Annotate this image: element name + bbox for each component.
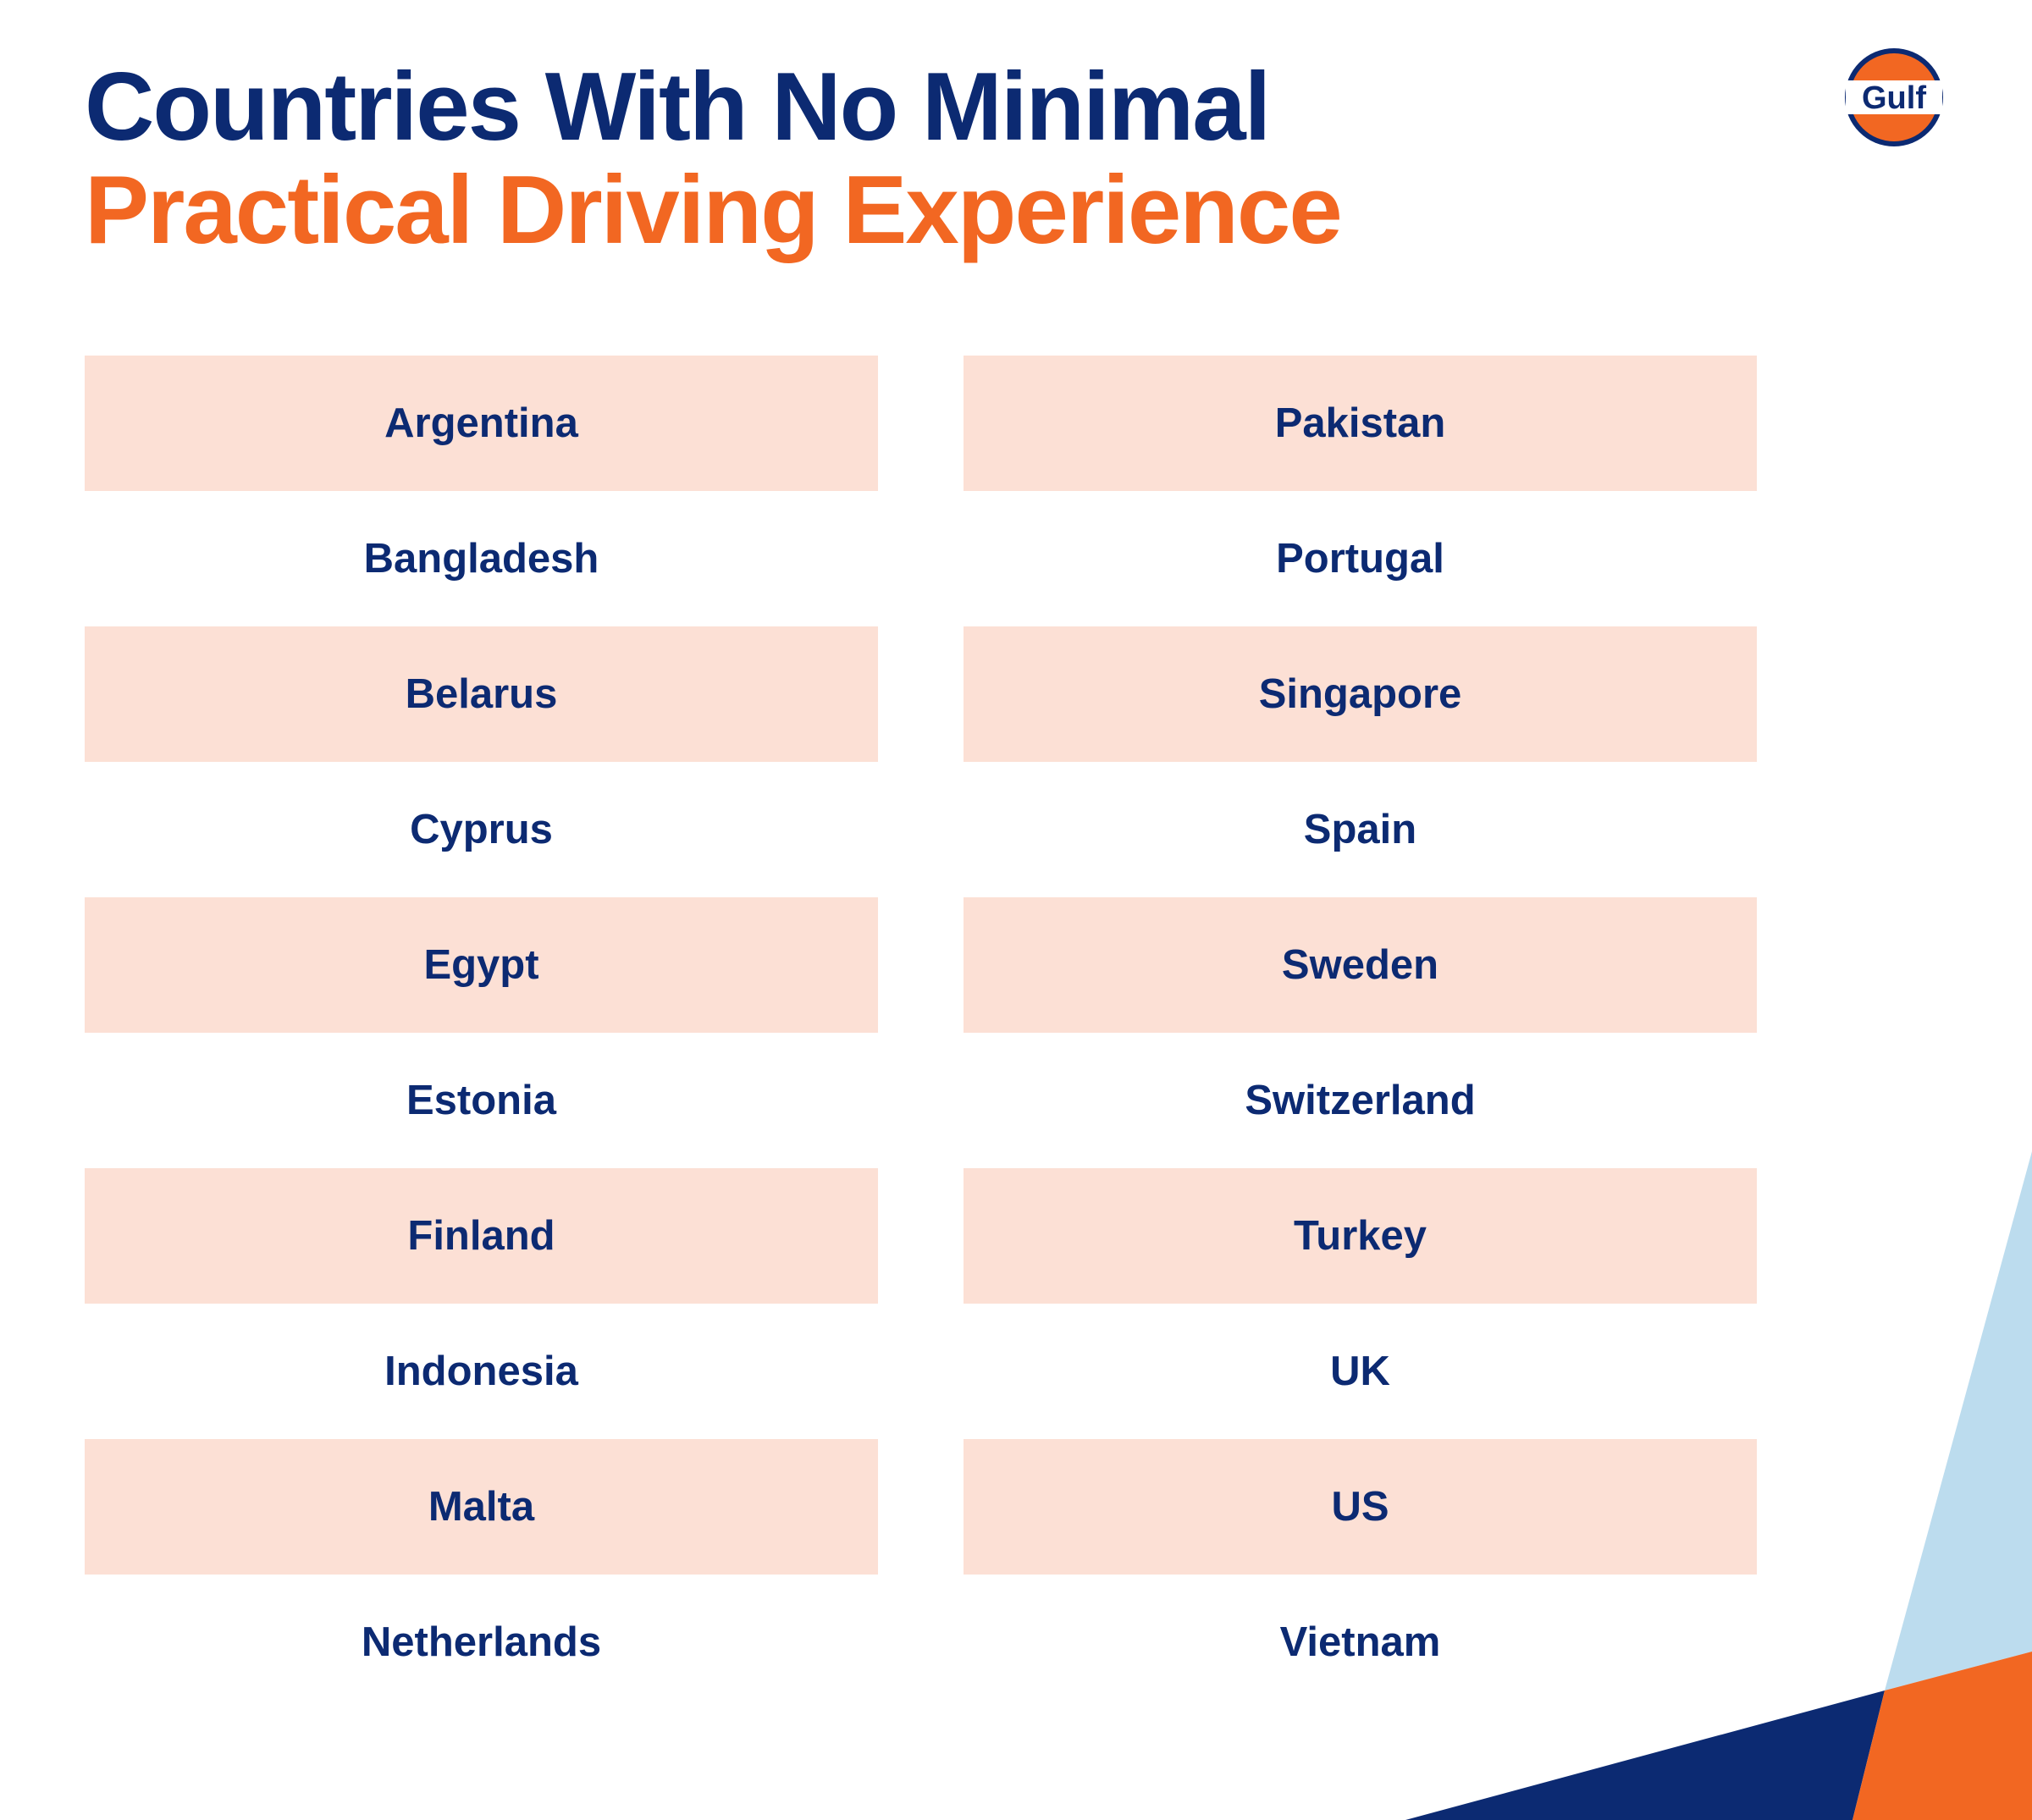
country-cell: Singapore [964, 626, 1757, 762]
navy-shape [1405, 1690, 1885, 1820]
orange-shape [1853, 1652, 2032, 1820]
country-cell: Portugal [1276, 536, 1444, 582]
country-cell: Spain [1303, 807, 1417, 852]
country-cell: Bangladesh [363, 536, 599, 582]
country-cell: Belarus [85, 626, 878, 762]
country-cell: Argentina [85, 356, 878, 491]
title-line: Countries With No Minimal [85, 53, 1271, 161]
country-cell: Vietnam [1279, 1619, 1441, 1665]
country-cell: Netherlands [361, 1619, 602, 1665]
logo: Gulf [1845, 48, 1943, 146]
country-cell: UK [1330, 1348, 1390, 1394]
blue-shape [1885, 1151, 2032, 1690]
country-cell: Egypt [85, 897, 878, 1033]
title-line: Practical Driving Experience [85, 157, 1343, 264]
country-cell: Malta [85, 1439, 878, 1575]
country-cell: US [964, 1439, 1757, 1575]
country-cell: Sweden [964, 897, 1757, 1033]
country-cell: Turkey [964, 1168, 1757, 1304]
country-cell: Finland [85, 1168, 878, 1304]
country-cell: Indonesia [384, 1348, 578, 1394]
country-cell: Switzerland [1245, 1078, 1476, 1123]
country-cell: Pakistan [964, 356, 1757, 491]
logo-text: Gulf [1862, 80, 1926, 116]
country-cell: Estonia [406, 1078, 556, 1123]
country-cell: Cyprus [410, 807, 553, 852]
